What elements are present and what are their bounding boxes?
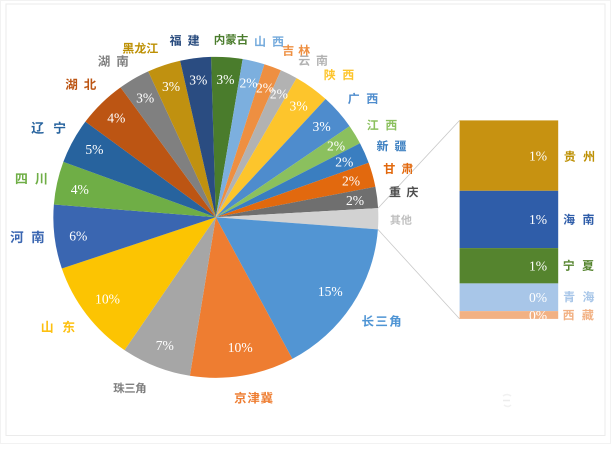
- svg-text:3%: 3%: [189, 73, 207, 88]
- svg-text:2%: 2%: [239, 75, 257, 90]
- svg-text:15%: 15%: [318, 284, 343, 299]
- svg-text:1%: 1%: [529, 259, 547, 274]
- svg-text:3%: 3%: [162, 79, 180, 94]
- svg-text:0%: 0%: [529, 290, 547, 305]
- svg-text:2%: 2%: [256, 80, 274, 95]
- svg-text:10%: 10%: [228, 340, 253, 355]
- svg-text:7%: 7%: [156, 338, 174, 353]
- svg-text:2%: 2%: [342, 173, 360, 188]
- svg-text:2%: 2%: [346, 193, 364, 208]
- svg-text:2%: 2%: [335, 155, 353, 170]
- svg-text:3%: 3%: [313, 119, 331, 134]
- svg-text:2%: 2%: [270, 86, 288, 101]
- svg-text:4%: 4%: [71, 182, 89, 197]
- svg-text:2%: 2%: [327, 139, 345, 154]
- svg-text:3%: 3%: [290, 98, 308, 113]
- svg-text:5%: 5%: [85, 142, 103, 157]
- svg-text:10%: 10%: [95, 291, 120, 306]
- svg-text:1%: 1%: [529, 212, 547, 227]
- svg-text:0%: 0%: [529, 308, 547, 323]
- svg-text:1%: 1%: [529, 148, 547, 163]
- svg-text:3%: 3%: [136, 91, 154, 106]
- svg-text:3%: 3%: [216, 72, 234, 87]
- svg-text:6%: 6%: [69, 228, 87, 243]
- svg-text:4%: 4%: [107, 111, 125, 126]
